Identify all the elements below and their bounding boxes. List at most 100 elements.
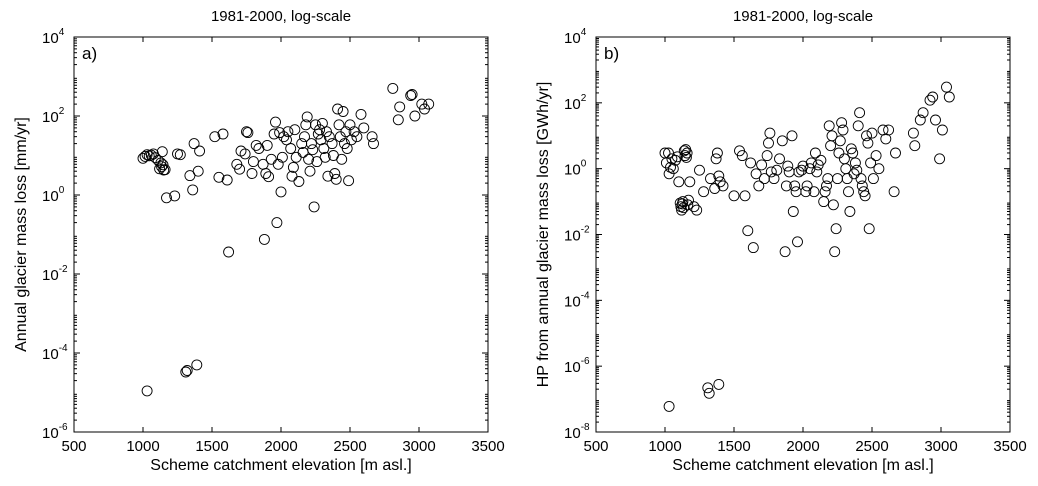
scatter-points-b (659, 81, 955, 412)
scatter-point-b (805, 157, 817, 169)
scatter-point-b (856, 180, 868, 192)
x-tick-label: 3000 (402, 438, 435, 455)
scatter-point-a (137, 152, 149, 164)
y-tick-label: 104 (42, 27, 65, 47)
scatter-point-a (161, 192, 172, 204)
scatter-point-a (305, 138, 317, 150)
x-tick-label: 1500 (717, 438, 750, 455)
scatter-point-a (330, 173, 342, 185)
scatter-point-b (800, 186, 812, 198)
scatter-point-a (180, 366, 192, 378)
y-tick-label: 100 (564, 159, 587, 179)
scatter-point-b (865, 157, 877, 169)
scatter-point-a (270, 116, 281, 128)
scatter-point-b (764, 127, 776, 139)
scatter-point-a (156, 161, 168, 173)
x-tick-label: 2500 (333, 438, 366, 455)
scatter-point-a (340, 126, 352, 138)
scatter-point-a (394, 101, 406, 113)
scatter-point-b (843, 186, 854, 198)
scatter-point-b (792, 236, 803, 248)
scatter-point-b (736, 150, 748, 162)
scatter-point-b (862, 137, 874, 149)
scatter-point-b (811, 166, 823, 178)
scatter-point-b (818, 196, 830, 208)
scatter-point-b (789, 180, 801, 192)
scatter-point-b (836, 117, 848, 129)
scatter-point-a (366, 131, 378, 143)
scatter-point-b (837, 124, 849, 136)
scatter-point-a (355, 108, 367, 120)
scatter-point-a (156, 146, 168, 158)
scatter-point-b (681, 147, 693, 159)
scatter-point-a (304, 165, 316, 177)
y-axis-label-a: Annual glacier mass loss [mm/yr] (13, 117, 30, 352)
scatter-point-a (318, 143, 330, 154)
scatter-point-a (387, 82, 399, 94)
y-tick-label: 102 (564, 93, 587, 113)
chart-title-a: 1981-2000, log-scale (211, 8, 351, 25)
scatter-point-b (845, 143, 857, 155)
scatter-point-b (771, 164, 783, 176)
scatter-point-b (786, 130, 798, 142)
scatter-point-b (780, 180, 792, 192)
scatter-point-a (157, 159, 169, 171)
scatter-point-b (883, 124, 895, 136)
scatter-point-b (815, 154, 827, 166)
scatter-point-a (209, 131, 221, 143)
x-axis-a: 500 1000 1500 2000 2500 3000 3500 (61, 37, 505, 455)
y-tick-label: 102 (42, 106, 65, 126)
scatter-point-b (679, 150, 691, 162)
panel-label-b: b) (604, 44, 619, 63)
scatter-point-b (863, 223, 875, 235)
scatter-point-a (275, 186, 287, 198)
scatter-point-a (296, 138, 308, 150)
plot-area-a (73, 36, 489, 433)
scatter-point-b (829, 246, 841, 258)
scatter-point-b (717, 180, 729, 192)
x-tick-label: 500 (61, 438, 86, 455)
x-tick-label: 2000 (264, 438, 297, 455)
scatter-point-b (873, 163, 885, 175)
scatter-point-b (943, 91, 955, 103)
scatter-point-a (272, 158, 284, 170)
scatter-point-b (861, 130, 872, 142)
scatter-point-b (859, 190, 871, 202)
x-tick-label: 2000 (786, 438, 819, 455)
scatter-point-a (271, 217, 283, 229)
scatter-point-b (819, 186, 831, 198)
scatter-point-b (783, 166, 795, 178)
scatter-point-b (909, 140, 921, 152)
scatter-point-b (930, 114, 941, 126)
scatter-point-b (848, 168, 860, 180)
scatter-point-b (782, 160, 794, 172)
scatter-point-b (833, 147, 845, 159)
scatter-point-b (728, 190, 740, 202)
scatter-point-b (823, 120, 835, 132)
scatter-point-a (191, 359, 203, 371)
scatter-point-b (680, 151, 692, 163)
x-tick-label: 1000 (126, 438, 159, 455)
scatter-point-b (844, 206, 856, 217)
scatter-point-a (343, 175, 355, 187)
y-tick-label: 100 (42, 185, 65, 205)
x-tick-label: 1000 (648, 438, 681, 455)
x-axis-label-b: Scheme catchment elevation [m asl.] (672, 457, 933, 474)
scatter-point-a (345, 134, 357, 146)
scatter-point-a (333, 119, 345, 131)
scatter-point-a (287, 161, 299, 173)
scatter-point-a (139, 150, 151, 162)
scatter-point-a (329, 168, 341, 179)
scatter-point-b (768, 173, 780, 185)
scatter-point-a (154, 163, 166, 175)
scatter-point-a (299, 131, 310, 143)
y-tick-label: 10-4 (564, 290, 590, 310)
scatter-point-b (830, 223, 842, 235)
scatter-point-b (822, 173, 834, 185)
scatter-point-a (184, 170, 196, 182)
scatter-point-b (682, 199, 694, 211)
scatter-point-a (246, 168, 258, 179)
scatter-point-b (870, 150, 882, 162)
scatter-point-a (344, 119, 356, 131)
